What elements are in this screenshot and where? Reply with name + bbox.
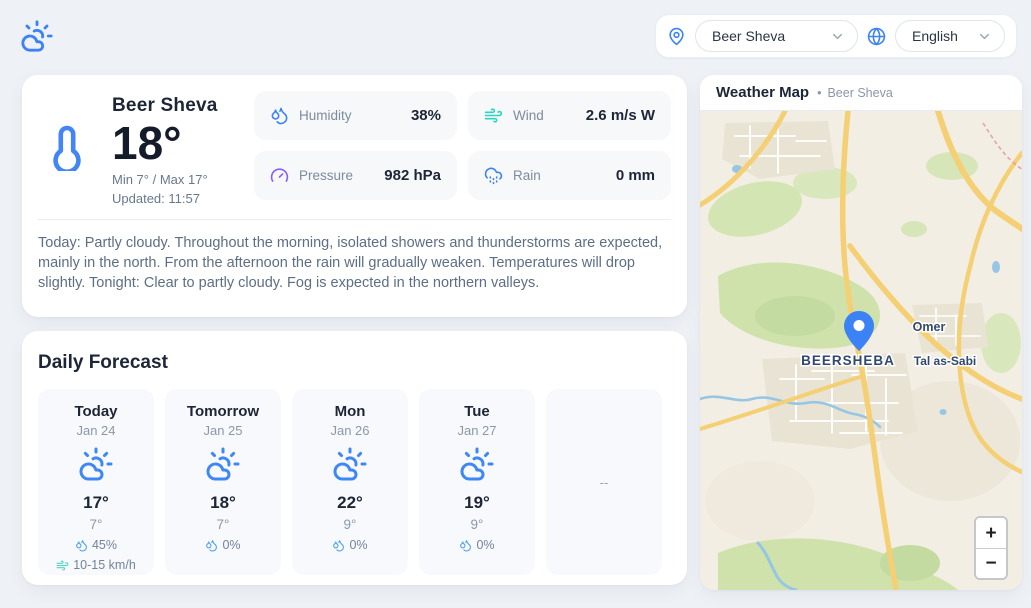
header-controls: Beer Sheva English (655, 14, 1017, 58)
day-low-temp: 9° (470, 517, 484, 532)
stat-value: 982 hPa (384, 167, 441, 184)
rain-cloud-icon (484, 166, 503, 185)
day-date: Jan 27 (457, 423, 497, 438)
droplets-icon (332, 539, 345, 552)
current-temperature: 18° (112, 117, 182, 169)
day-high-temp: 22° (337, 493, 363, 512)
empty-placeholder: -- (599, 474, 609, 490)
day-humidity: 0% (298, 538, 402, 552)
globe-icon (867, 27, 886, 46)
day-low-temp: 9° (343, 517, 357, 532)
stat-value: 0 mm (615, 167, 655, 184)
stat-value: 38% (410, 107, 441, 124)
current-stats-grid: Humidity 38% Wind 2.6 m/s W Pressure 982… (254, 91, 671, 200)
map-label-omer: Omer (913, 320, 946, 334)
cloud-sun-icon (78, 446, 114, 482)
forecast-days-row: Today Jan 24 17° 7° 45% 10-15 km/h Tomor… (38, 389, 671, 575)
forecast-day-mon: Mon Jan 26 22° 9° 0% (292, 389, 408, 575)
map-pin-icon (667, 27, 686, 46)
droplets-icon (270, 106, 289, 125)
wind-icon (484, 106, 503, 125)
day-date: Jan 24 (76, 423, 116, 438)
weather-map-title: Weather Map (716, 84, 810, 101)
stat-humidity: Humidity 38% (254, 91, 457, 140)
cloud-sun-icon (205, 446, 241, 482)
weather-description: Today: Partly cloudy. Throughout the mor… (38, 219, 671, 293)
day-date: Jan 26 (330, 423, 370, 438)
stat-pressure: Pressure 982 hPa (254, 151, 457, 200)
map-marker-pin[interactable] (844, 311, 874, 351)
daily-forecast-card: Daily Forecast Today Jan 24 17° 7° 45% 1… (22, 331, 687, 585)
weather-map-header: Weather Map • Beer Sheva (700, 75, 1022, 111)
day-high-temp: 18° (210, 493, 236, 512)
day-humidity: 45% (44, 538, 148, 552)
weather-map-card: Weather Map • Beer Sheva (700, 75, 1022, 590)
droplets-icon (205, 539, 218, 552)
current-city: Beer Sheva (112, 95, 218, 116)
wind-icon (56, 559, 69, 572)
cloud-sun-icon (459, 446, 495, 482)
day-name: Mon (334, 403, 366, 420)
topbar: Beer Sheva English (0, 0, 1031, 72)
forecast-day-tue: Tue Jan 27 19° 9° 0% (419, 389, 535, 575)
day-humidity: 0% (171, 538, 275, 552)
day-name: Tomorrow (186, 403, 260, 420)
map-tiles: BEERSHEBA Omer Tal as-Sabi (700, 111, 1022, 590)
current-weather-card: Beer Sheva 18° Min 7° / Max 17° Updated:… (22, 75, 687, 317)
day-name: Tue (464, 403, 490, 420)
map-zoom-controls: + − (974, 516, 1008, 580)
gauge-icon (270, 166, 289, 185)
forecast-day-today: Today Jan 24 17° 7° 45% 10-15 km/h (38, 389, 154, 575)
stat-label: Rain (513, 168, 541, 183)
location-select-value: Beer Sheva (712, 28, 786, 44)
min-max-temperature: Min 7° / Max 17° (112, 172, 208, 188)
day-high-temp: 17° (83, 493, 109, 512)
stat-label: Wind (513, 108, 544, 123)
droplets-icon (75, 539, 88, 552)
thermometer-icon (38, 91, 96, 203)
droplets-icon (459, 539, 472, 552)
day-wind: 10-15 km/h (44, 558, 148, 572)
map-label-tal-as-sabi: Tal as-Sabi (914, 354, 976, 368)
stat-wind: Wind 2.6 m/s W (468, 91, 671, 140)
chevron-down-icon (977, 29, 992, 44)
chevron-down-icon (830, 29, 845, 44)
day-low-temp: 7° (216, 517, 230, 532)
language-select-value: English (912, 28, 958, 44)
updated-time: Updated: 11:57 (112, 191, 200, 207)
day-high-temp: 19° (464, 493, 490, 512)
stat-value: 2.6 m/s W (585, 107, 655, 124)
cloud-sun-icon (332, 446, 368, 482)
map-label-beersheba: BEERSHEBA (801, 353, 895, 368)
location-select[interactable]: Beer Sheva (695, 20, 858, 52)
day-date: Jan 25 (203, 423, 243, 438)
weather-map-location: • Beer Sheva (817, 85, 893, 100)
day-humidity: 0% (425, 538, 529, 552)
stat-label: Humidity (299, 108, 352, 123)
stat-rain: Rain 0 mm (468, 151, 671, 200)
stat-label: Pressure (299, 168, 354, 183)
app-logo-cloud-sun-icon (20, 19, 54, 53)
day-name: Today (74, 403, 118, 420)
language-select[interactable]: English (895, 20, 1005, 52)
forecast-day-tomorrow: Tomorrow Jan 25 18° 7° 0% (165, 389, 281, 575)
day-low-temp: 7° (89, 517, 103, 532)
zoom-in-button[interactable]: + (976, 518, 1006, 548)
forecast-title: Daily Forecast (38, 352, 168, 373)
weather-map-canvas[interactable]: BEERSHEBA Omer Tal as-Sabi + − (700, 111, 1022, 590)
zoom-out-button[interactable]: − (976, 548, 1006, 578)
forecast-day-empty: -- (546, 389, 662, 575)
